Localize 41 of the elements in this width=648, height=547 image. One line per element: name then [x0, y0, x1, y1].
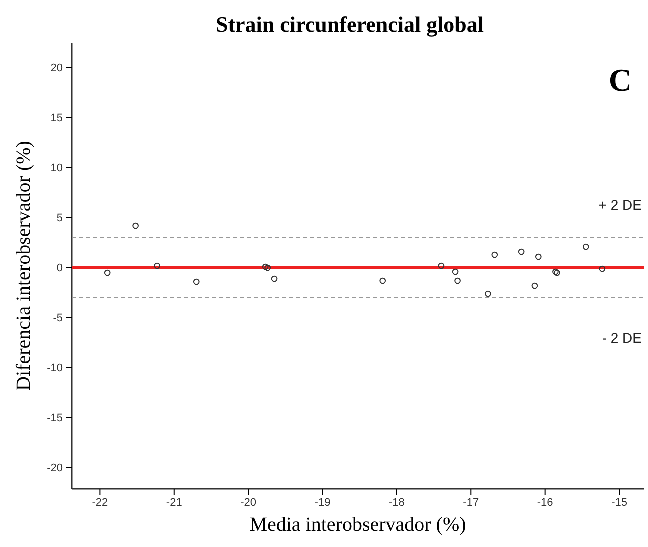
y-tick-label: 10 — [50, 162, 63, 175]
x-tick-label: -20 — [240, 496, 257, 509]
point — [518, 248, 525, 256]
point — [532, 282, 538, 290]
y-tick-label: 0 — [56, 262, 63, 275]
x-tick-label: -18 — [388, 496, 405, 509]
annotation: C — [608, 62, 632, 98]
point — [599, 266, 606, 272]
y-axis-title: Diferencia interobservador (%) — [13, 141, 35, 391]
y-tick-label: 15 — [50, 112, 63, 125]
point — [104, 270, 111, 276]
point — [264, 264, 272, 272]
x-tick-label: -15 — [612, 496, 628, 509]
point — [438, 262, 445, 270]
x-tick-label: -16 — [537, 496, 554, 509]
y-tick-label: 20 — [50, 62, 63, 75]
point — [536, 254, 542, 260]
ref-line-label: + 2 DE — [598, 197, 642, 213]
x-tick-label: -22 — [92, 496, 108, 509]
point — [193, 278, 200, 286]
point — [582, 244, 590, 250]
point — [492, 252, 498, 258]
x-tick-label: -17 — [463, 496, 480, 509]
point — [454, 278, 461, 284]
x-axis-title: Media interobservador (%) — [250, 514, 466, 536]
point — [262, 264, 269, 270]
point — [380, 278, 386, 284]
x-tick-label: -19 — [314, 496, 331, 509]
point — [132, 222, 139, 230]
point — [271, 276, 278, 282]
ref-line-label: - 2 DE — [602, 330, 642, 346]
y-tick-label: 5 — [56, 212, 63, 225]
y-tick-label: -15 — [47, 412, 63, 425]
chart-title: Strain circunferencial global — [216, 12, 484, 37]
y-tick-label: -20 — [47, 462, 63, 475]
point — [485, 290, 492, 298]
x-tick-label: -21 — [166, 496, 182, 509]
y-tick-label: -10 — [47, 362, 63, 375]
point — [452, 268, 459, 276]
point — [154, 262, 160, 270]
y-tick-label: -5 — [53, 312, 63, 325]
